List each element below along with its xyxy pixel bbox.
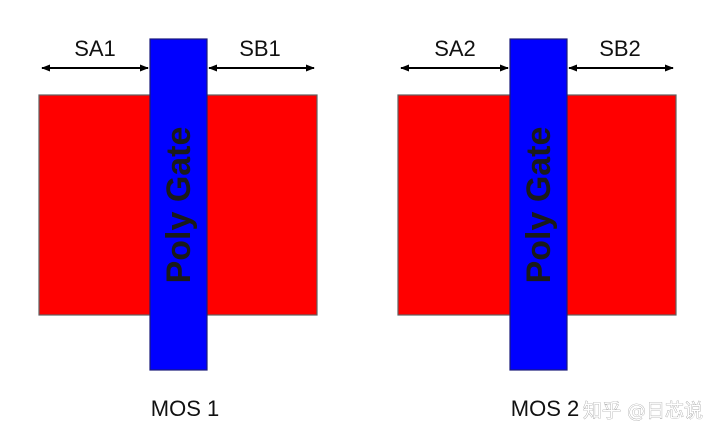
mos-1-poly-gate: [149, 38, 208, 371]
mos-1-device: Poly Gate SA1 SB1 MOS 1: [38, 36, 318, 421]
mos-2-sa-label: SA2: [434, 36, 476, 61]
mos-2-gate-label: Poly Gate: [520, 127, 558, 284]
mos-2-sb-label: SB2: [599, 36, 641, 61]
mos-1-caption: MOS 1: [151, 396, 219, 421]
watermark-text: 知乎 @日芯说: [583, 400, 703, 422]
mos-2-caption: MOS 2: [511, 396, 579, 421]
mos-1-sb-label: SB1: [239, 36, 281, 61]
mos-2-poly-gate: [509, 38, 568, 371]
mos-1-sa-label: SA1: [74, 36, 116, 61]
mos-2-device: Poly Gate SA2 SB2 MOS 2: [397, 36, 677, 421]
mos-1-gate-label: Poly Gate: [160, 127, 198, 284]
